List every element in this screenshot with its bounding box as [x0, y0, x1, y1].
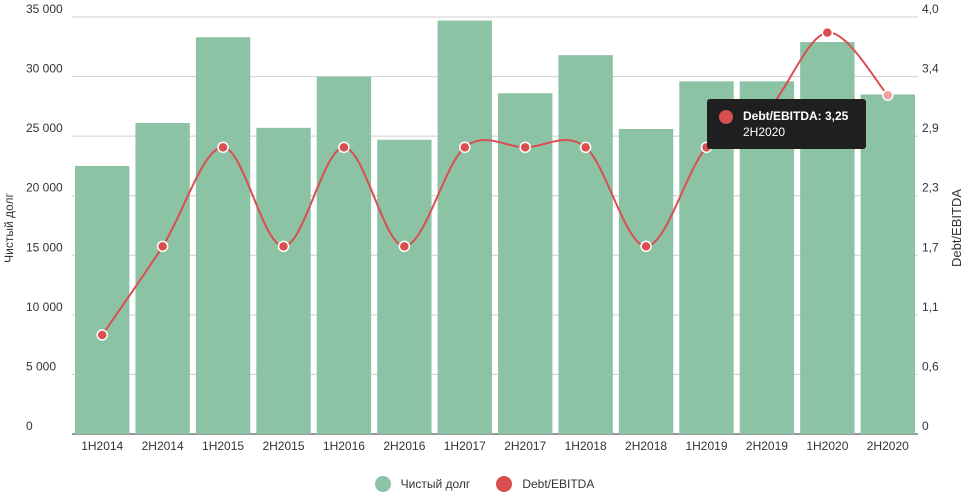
right-tick-label: 4,0: [922, 2, 939, 16]
legend-label-net-debt: Чистый долг: [400, 477, 471, 491]
legend-item-debt-ebitda[interactable]: Debt/EBITDA: [496, 476, 594, 492]
bar: [377, 139, 432, 434]
left-axis-ticks: 0 5 000 10 000 15 000 20 000 25 000 30 000 35 0…: [26, 2, 63, 433]
left-tick-label: 5 000: [26, 359, 56, 373]
right-tick-label: 0,6: [922, 360, 939, 374]
legend-item-net-debt[interactable]: Чистый долг: [374, 476, 471, 492]
data-tooltip: Debt/EBITDA: 3,25 2H2020: [707, 99, 866, 149]
left-tick-label: 0: [26, 419, 33, 433]
right-tick-label: 2,9: [922, 121, 939, 135]
right-tick-label: 2,3: [922, 180, 939, 194]
line-point: [277, 240, 290, 253]
bar: [437, 20, 492, 435]
x-tick-label: 1H2018: [565, 439, 607, 453]
legend-label-debt-ebitda: Debt/EBITDA: [522, 477, 595, 491]
x-tick-label: 1H2015: [202, 439, 244, 453]
left-tick-label: 10 000: [26, 300, 63, 314]
tooltip-series-dot: [719, 110, 733, 124]
bar: [256, 127, 311, 434]
x-tick-label: 2H2019: [746, 439, 788, 453]
line-point: [156, 240, 169, 253]
line-point: [882, 89, 894, 101]
right-tick-label: 3,4: [922, 61, 939, 75]
x-tick-label: 2H2016: [383, 439, 425, 453]
right-tick-label: 0: [922, 419, 929, 433]
line-point: [338, 141, 350, 154]
x-tick-label: 2H2020: [867, 439, 909, 453]
line-point: [459, 141, 471, 154]
left-tick-label: 25 000: [26, 121, 63, 135]
line-point: [96, 329, 108, 341]
x-tick-label: 2H2015: [262, 439, 304, 453]
line-point: [519, 141, 531, 154]
bar: [135, 123, 190, 434]
bar: [618, 128, 674, 434]
legend-swatch-net-debt: [374, 476, 391, 492]
left-tick-label: 20 000: [26, 181, 63, 195]
line-point: [640, 240, 652, 253]
legend-swatch-debt-ebitda: [496, 476, 513, 492]
right-axis-ticks: 0 0,6 1,1 1,7 2,3 2,9 3,4 4,0: [922, 2, 939, 433]
bar: [558, 55, 613, 435]
line-point: [579, 141, 592, 154]
x-tick-label: 2H2014: [142, 439, 184, 453]
x-tick-label: 2H2017: [504, 439, 546, 453]
line-point: [398, 240, 411, 253]
x-tick-label: 1H2019: [685, 439, 727, 453]
line-point: [821, 26, 834, 39]
x-axis-ticks: 1H2014 2H2014 1H2015 2H2015 1H2016 2H2016 1H20…: [81, 439, 909, 453]
left-tick-label: 30 000: [26, 62, 63, 76]
x-tick-label: 1H2017: [444, 439, 486, 453]
x-tick-label: 1H2014: [81, 439, 123, 453]
x-tick-label: 1H2016: [323, 439, 365, 453]
left-tick-label: 35 000: [26, 2, 63, 16]
tooltip-title: Debt/EBITDA: 3,25: [743, 109, 849, 123]
tooltip-subtitle: 2H2020: [743, 125, 786, 139]
right-axis-title: Debt/EBITDA: [949, 189, 964, 267]
bar: [316, 76, 372, 435]
x-tick-label: 2H2018: [625, 439, 667, 453]
line-point: [217, 141, 229, 154]
x-tick-label: 1H2020: [806, 439, 848, 453]
left-tick-label: 15 000: [26, 240, 63, 254]
bar: [75, 165, 130, 434]
combo-chart: 0 5 000 10 000 15 000 20 000 25 000 30 000 35 0…: [2, 2, 964, 453]
legend: Чистый долг Debt/EBITDA: [0, 476, 969, 492]
bar: [860, 94, 915, 434]
right-tick-label: 1,1: [922, 300, 939, 314]
bar: [195, 37, 251, 435]
bar-series: [75, 20, 915, 435]
left-axis-title: Чистый долг: [2, 193, 16, 263]
right-tick-label: 1,7: [922, 241, 939, 255]
